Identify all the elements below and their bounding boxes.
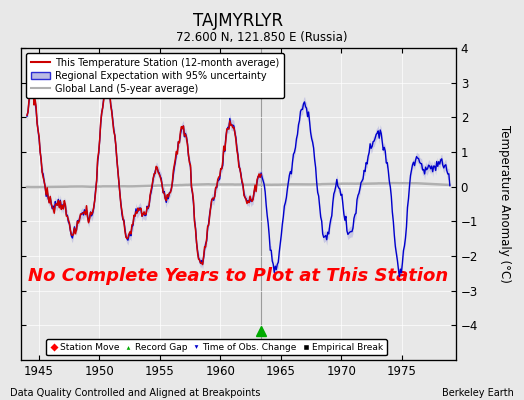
Text: Data Quality Controlled and Aligned at Breakpoints: Data Quality Controlled and Aligned at B… — [10, 388, 261, 398]
Legend: Station Move, Record Gap, Time of Obs. Change, Empirical Break: Station Move, Record Gap, Time of Obs. C… — [46, 339, 387, 356]
Title: TAJMYRLYR: TAJMYRLYR — [193, 12, 283, 30]
Y-axis label: Temperature Anomaly (°C): Temperature Anomaly (°C) — [498, 125, 510, 283]
Text: 72.600 N, 121.850 E (Russia): 72.600 N, 121.850 E (Russia) — [176, 32, 348, 44]
Text: Berkeley Earth: Berkeley Earth — [442, 388, 514, 398]
Text: No Complete Years to Plot at This Station: No Complete Years to Plot at This Statio… — [28, 267, 449, 285]
